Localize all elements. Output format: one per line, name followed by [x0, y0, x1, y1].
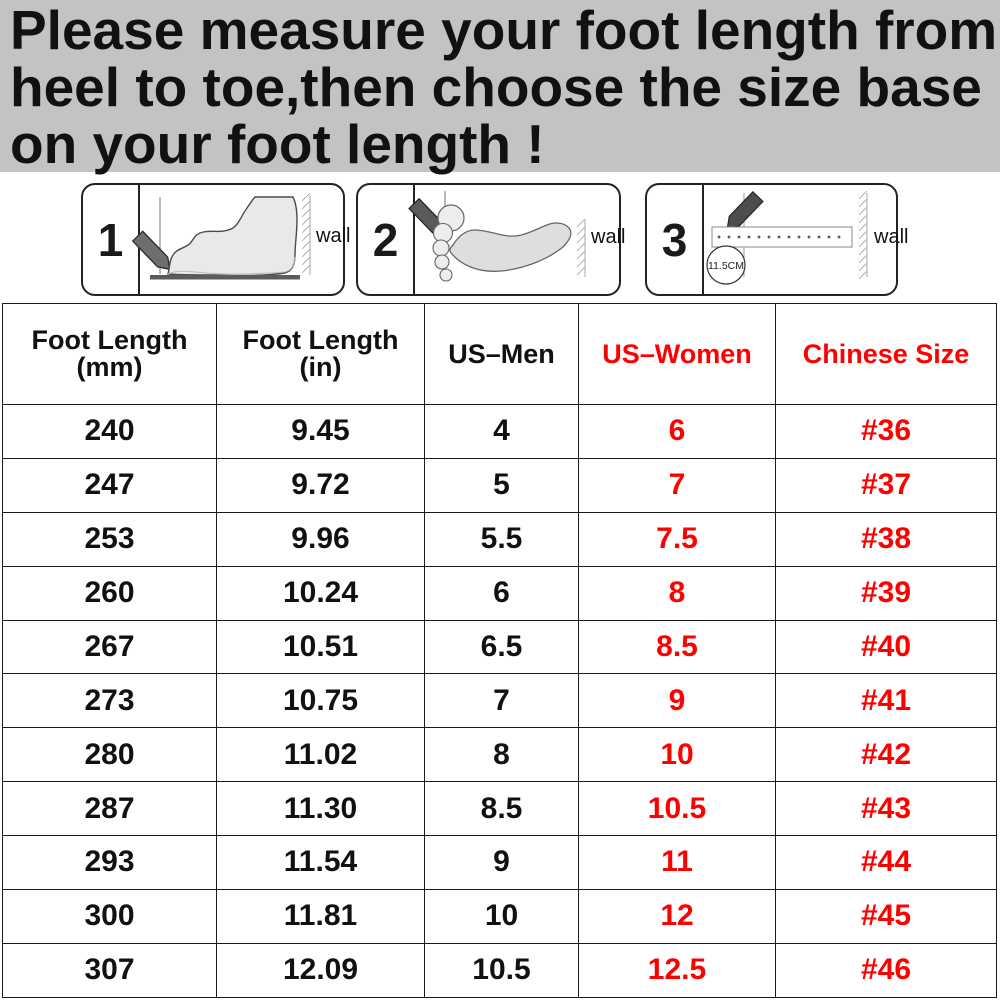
- svg-text:wall: wall: [873, 226, 908, 248]
- svg-text:wall: wall: [315, 225, 350, 247]
- svg-text:wall: wall: [590, 226, 625, 248]
- svg-text:11.5CM: 11.5CM: [708, 260, 744, 272]
